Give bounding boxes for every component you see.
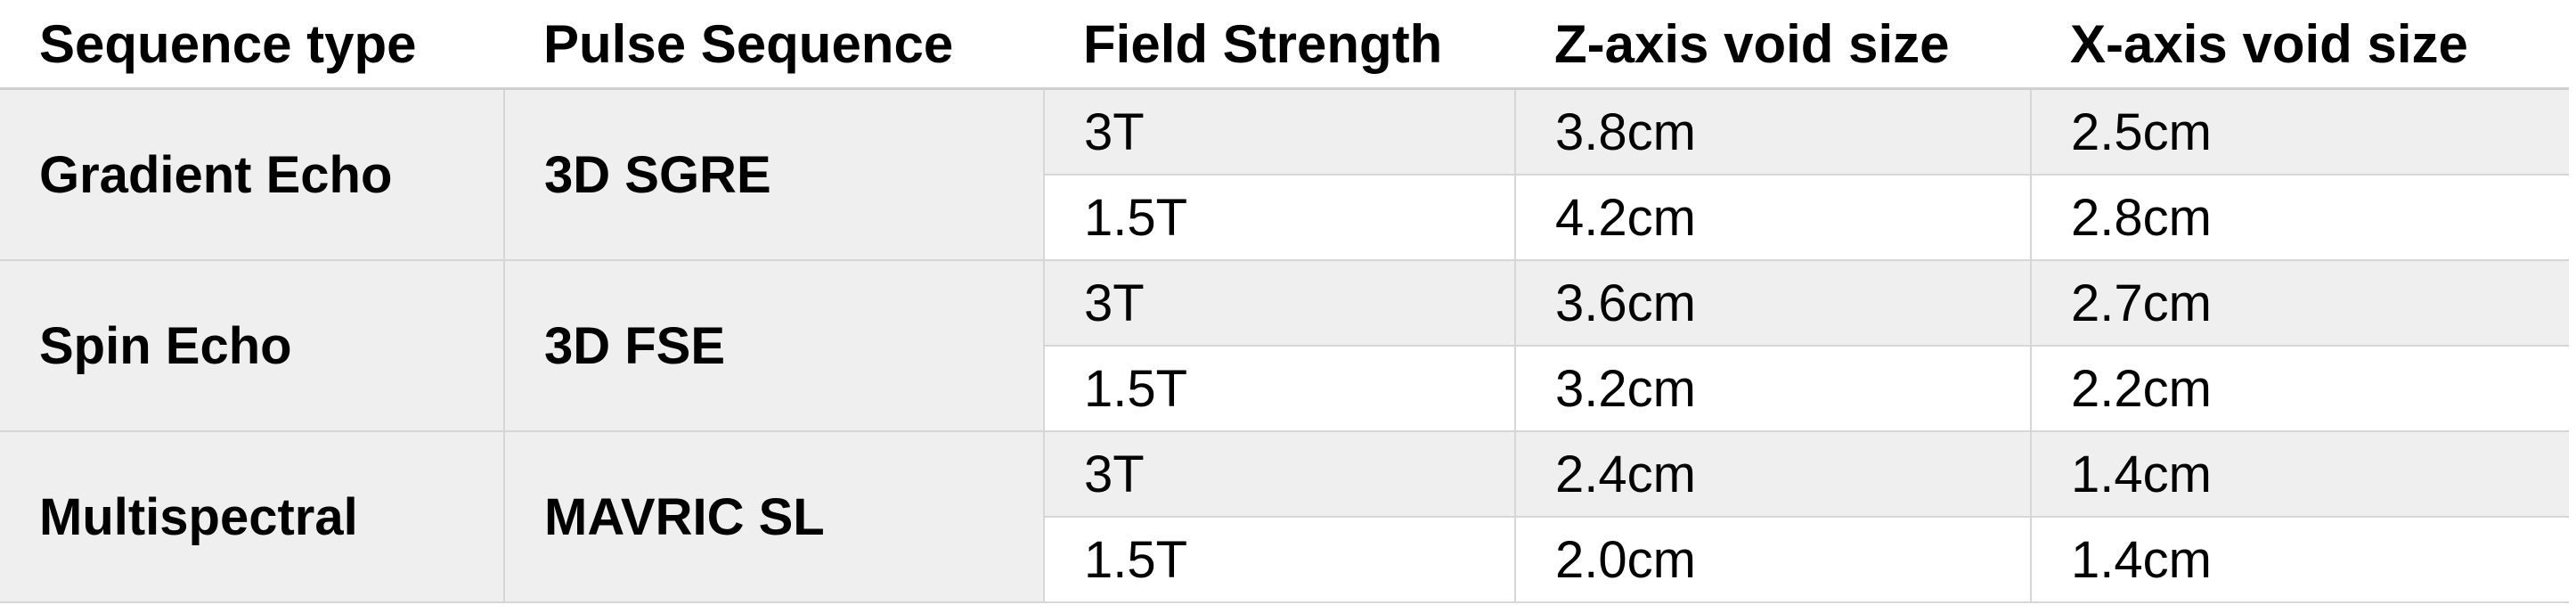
header-cell: Sequence type [0,0,504,90]
header-row: Sequence type Pulse Sequence Field Strengt… [0,0,2569,90]
data-cell: 2.7cm [2030,259,2569,347]
data-cell: 3.8cm [1514,87,2032,176]
sequence-type-cell: Multispectral [0,430,505,603]
data-cell: 2.4cm [1514,430,2032,518]
data-cell: 1.4cm [2030,516,2569,603]
header-cell: X-axis void size [2031,0,2569,90]
data-cell: 3T [1043,87,1516,176]
table-row: 1.5T 2.0cm 1.4cm [0,516,2569,603]
pulse-sequence-cell: 3D SGRE [503,87,1045,261]
header-cell: Z-axis void size [1515,0,2031,90]
pulse-sequence-cell: MAVRIC SL [503,430,1045,603]
table-row: 1.5T 3.2cm 2.2cm [0,345,2569,432]
sequence-type-cell: Gradient Echo [0,87,505,261]
data-cell: 1.5T [1044,516,1516,603]
table-row: 1.5T 4.2cm 2.8cm [0,174,2569,261]
data-cell: 3.6cm [1514,259,2032,347]
pulse-sequence-cell: 3D FSE [503,259,1045,432]
data-cell: 2.8cm [2030,174,2569,261]
data-cell: 1.5T [1044,174,1516,261]
sequence-type-cell: Spin Echo [0,259,505,432]
header-cell: Field Strength [1044,0,1515,90]
table-row: Gradient Echo 3D SGRE 3T 3.8cm 2.5cm [0,87,2569,261]
data-cell: 4.2cm [1514,174,2032,261]
data-cell: 3.2cm [1514,345,2032,432]
data-cell: 2.0cm [1514,516,2032,603]
data-cell: 3T [1043,259,1516,347]
data-cell: 1.4cm [2030,430,2569,518]
table-row: Multispectral MAVRIC SL 3T 2.4cm 1.4cm [0,430,2569,603]
data-cell: 2.2cm [2030,345,2569,432]
data-cell: 3T [1043,430,1516,518]
table-row: Spin Echo 3D FSE 3T 3.6cm 2.7cm [0,259,2569,432]
table-body: Gradient Echo 3D SGRE 3T 3.8cm 2.5cm 1.5T 4.2c… [0,87,2569,603]
data-cell: 1.5T [1044,345,1516,432]
header-cell: Pulse Sequence [504,0,1044,90]
data-cell: 2.5cm [2030,87,2569,176]
